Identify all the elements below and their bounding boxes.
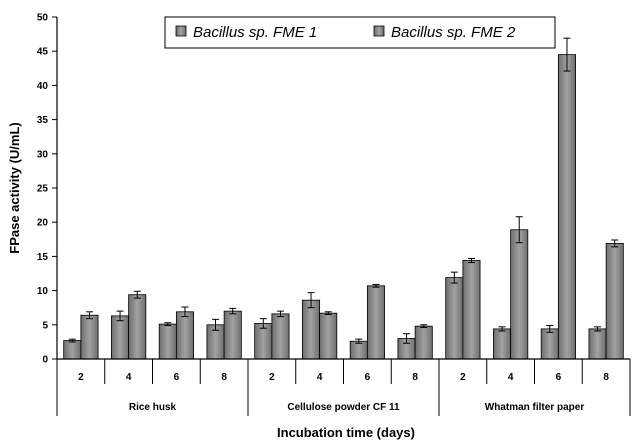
error-bar bbox=[181, 306, 189, 318]
error-bar bbox=[515, 216, 523, 244]
bar-fme2 bbox=[175, 311, 194, 360]
error-bar bbox=[467, 257, 475, 264]
error-bar bbox=[563, 37, 571, 72]
error-bar bbox=[229, 307, 237, 315]
bar-fme2 bbox=[80, 314, 99, 360]
x-tick-label: 2 bbox=[269, 372, 275, 383]
y-tick-label: 40 bbox=[37, 81, 49, 92]
error-bar bbox=[498, 326, 506, 332]
error-bar bbox=[403, 333, 411, 344]
error-bar bbox=[307, 292, 315, 309]
x-tick-label: 8 bbox=[412, 372, 418, 383]
error-bar bbox=[259, 318, 267, 329]
y-tick-label: 0 bbox=[42, 355, 48, 366]
legend-box bbox=[164, 16, 556, 49]
bar-fme2 bbox=[557, 54, 576, 360]
group-label: Cellulose powder CF 11 bbox=[287, 402, 400, 413]
y-tick-label: 50 bbox=[37, 13, 49, 24]
bar-fme1 bbox=[63, 340, 82, 360]
x-tick-label: 6 bbox=[556, 372, 562, 383]
error-bar bbox=[212, 318, 220, 331]
error-bar bbox=[324, 311, 332, 316]
bar-fme1 bbox=[445, 277, 464, 360]
legend-label-fme2: Bacillus sp. FME 2 bbox=[391, 24, 516, 41]
plot-bars bbox=[63, 37, 624, 360]
y-tick-label: 45 bbox=[37, 47, 49, 58]
bar-fme1 bbox=[254, 323, 273, 360]
x-tick-label: 2 bbox=[460, 372, 466, 383]
y-axis-title: FPase activity (U/mL) bbox=[7, 122, 22, 254]
error-bar bbox=[85, 311, 93, 320]
y-tick-label: 30 bbox=[37, 149, 49, 160]
error-bar bbox=[276, 310, 284, 318]
bar-fme1 bbox=[111, 315, 130, 360]
x-tick-label: 6 bbox=[365, 372, 371, 383]
group-label: Rice husk bbox=[129, 402, 177, 413]
x-axis-title: Incubation time (days) bbox=[277, 425, 415, 440]
error-bar bbox=[355, 338, 363, 344]
bar-fme2 bbox=[128, 294, 147, 360]
bar-fme2 bbox=[271, 313, 290, 360]
bar-fme2 bbox=[223, 310, 242, 360]
y-tick-label: 20 bbox=[37, 218, 49, 229]
bar-fme1 bbox=[493, 328, 512, 360]
x-tick-label: 2 bbox=[78, 372, 84, 383]
x-tick-label: 8 bbox=[603, 372, 609, 383]
error-bar bbox=[116, 310, 124, 322]
error-bar bbox=[372, 283, 380, 288]
bar-fme1 bbox=[158, 323, 177, 360]
y-axis: 0 5 10 15 20 25 30 35 40 45 50 bbox=[37, 13, 58, 366]
error-bar bbox=[594, 326, 602, 332]
group-label: Whatman filter paper bbox=[485, 402, 585, 413]
y-tick-label: 5 bbox=[42, 320, 48, 331]
error-bar bbox=[611, 239, 619, 248]
bar-fme2 bbox=[510, 229, 529, 360]
bar-fme2 bbox=[605, 243, 624, 360]
bar-fme1 bbox=[349, 340, 368, 360]
x-axis: 2 4 6 8 Rice husk 2 4 6 8 Cellulose powder CF 11 2… bbox=[56, 358, 631, 416]
bar-fme1 bbox=[540, 328, 559, 360]
bar-fme1 bbox=[302, 299, 321, 360]
x-tick-label: 4 bbox=[126, 372, 132, 383]
legend-label-fme1: Bacillus sp. FME 1 bbox=[193, 24, 317, 41]
error-bar bbox=[420, 324, 428, 329]
bar-fme2 bbox=[414, 325, 433, 360]
error-bar bbox=[68, 338, 76, 343]
x-tick-label: 8 bbox=[221, 372, 227, 383]
y-tick-label: 25 bbox=[37, 184, 49, 195]
error-bar bbox=[546, 324, 554, 333]
legend-swatch-fme2 bbox=[373, 25, 385, 37]
bar-fme2 bbox=[319, 312, 338, 360]
y-tick-label: 15 bbox=[37, 252, 49, 263]
y-tick-label: 35 bbox=[37, 115, 49, 126]
x-tick-label: 6 bbox=[174, 372, 180, 383]
error-bar bbox=[164, 322, 172, 326]
error-bar bbox=[133, 290, 141, 299]
y-tick-label: 10 bbox=[37, 286, 49, 297]
x-tick-label: 4 bbox=[317, 372, 323, 383]
x-tick-label: 4 bbox=[508, 372, 514, 383]
error-bar bbox=[450, 271, 458, 284]
bar-fme2 bbox=[366, 285, 385, 360]
bar-fme1 bbox=[588, 328, 607, 360]
legend: Bacillus sp. FME 1 Bacillus sp. FME 2 bbox=[164, 16, 556, 49]
legend-swatch-fme1 bbox=[175, 25, 187, 37]
bar-fme2 bbox=[462, 260, 481, 360]
